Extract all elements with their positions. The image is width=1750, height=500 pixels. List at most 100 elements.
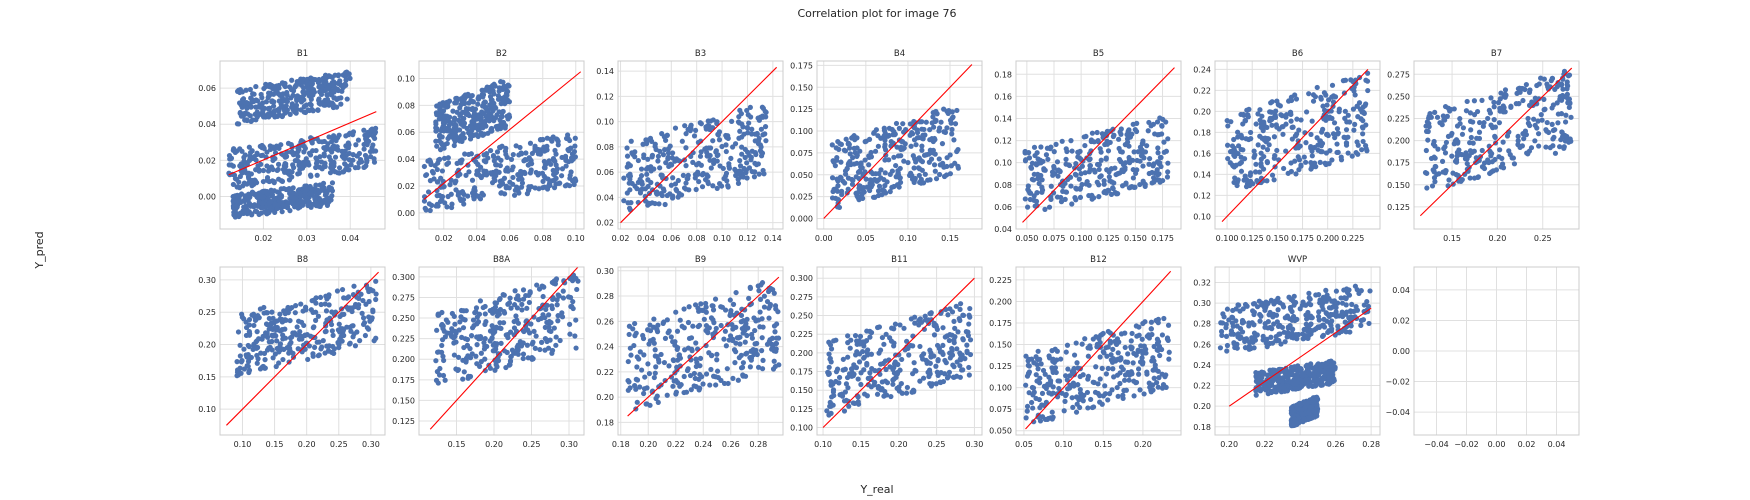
scatter-point xyxy=(1093,364,1099,370)
scatter-point xyxy=(1051,163,1057,170)
scatter-point xyxy=(951,137,957,143)
scatter-point xyxy=(496,125,502,131)
scatter-point xyxy=(513,143,519,149)
scatter-point xyxy=(433,203,439,209)
scatter-point xyxy=(681,389,687,396)
scatter-point xyxy=(953,303,959,309)
scatter-point xyxy=(574,286,580,293)
scatter-point xyxy=(929,120,935,126)
scatter-point xyxy=(573,345,579,351)
scatter-point xyxy=(341,152,347,158)
x-tick-label: 0.25 xyxy=(928,440,946,449)
scatter-point xyxy=(1122,344,1128,351)
scatter-point xyxy=(489,171,495,177)
scatter-point xyxy=(234,359,240,365)
scatter-point xyxy=(681,306,687,312)
y-tick-label: 0.10 xyxy=(397,74,415,83)
scatter-point xyxy=(665,330,671,336)
scatter-point xyxy=(445,103,451,110)
scatter-point xyxy=(850,155,856,161)
scatter-point xyxy=(1108,166,1114,172)
scatter-point xyxy=(1155,150,1161,156)
scatter-point xyxy=(276,108,282,114)
scatter-point xyxy=(1105,365,1111,372)
scatter-point xyxy=(526,187,532,193)
scatter-point xyxy=(683,145,689,151)
y-tick-label: 0.225 xyxy=(989,276,1012,285)
scatter-point xyxy=(274,113,281,120)
scatter-point xyxy=(1298,162,1304,168)
scatter-point xyxy=(633,376,639,382)
y-tick-label: 0.20 xyxy=(596,393,614,402)
scatter-point xyxy=(256,336,262,342)
scatter-point xyxy=(1096,194,1102,200)
scatter-point xyxy=(263,99,270,105)
scatter-point xyxy=(1069,395,1075,401)
scatter-point xyxy=(1264,147,1271,153)
scatter-point xyxy=(1538,112,1544,118)
scatter-point xyxy=(1070,404,1076,410)
scatter-point xyxy=(966,364,972,371)
scatter-point xyxy=(439,168,446,174)
x-tick-label: 0.175 xyxy=(1151,234,1174,243)
scatter-point xyxy=(1424,170,1430,176)
scatter-point xyxy=(254,328,260,335)
scatter-point xyxy=(1106,174,1112,180)
scatter-point xyxy=(510,174,516,181)
y-tick-label: 0.300 xyxy=(392,273,415,282)
scatter-point xyxy=(1047,380,1054,386)
scatter-point xyxy=(434,327,440,333)
scatter-point xyxy=(1238,111,1244,118)
figure-ylabel: Y_pred xyxy=(33,231,46,269)
scatter-point xyxy=(679,323,685,329)
scatter-point xyxy=(1321,90,1328,96)
scatter-point xyxy=(757,142,763,148)
scatter-point xyxy=(1260,166,1267,172)
scatter-point xyxy=(435,312,441,318)
scatter-point xyxy=(527,170,534,176)
scatter-point xyxy=(565,132,571,138)
scatter-point xyxy=(267,112,273,118)
scatter-point xyxy=(1288,118,1294,124)
scatter-point xyxy=(1325,97,1332,103)
x-tick-label: 0.18 xyxy=(612,440,630,449)
scatter-point xyxy=(696,322,703,328)
scatter-point xyxy=(638,166,645,172)
scatter-point xyxy=(280,332,286,338)
scatter-point xyxy=(773,306,779,312)
scatter-point xyxy=(1476,129,1483,135)
x-tick-label: 0.08 xyxy=(688,234,706,243)
x-tick-label: 0.100 xyxy=(1216,234,1239,243)
scatter-point xyxy=(942,357,948,364)
scatter-point xyxy=(490,330,496,337)
scatter-point xyxy=(308,173,314,179)
scatter-point xyxy=(493,162,499,168)
scatter-point xyxy=(627,162,633,169)
scatter-point xyxy=(546,158,552,164)
scatter-point xyxy=(737,128,743,134)
scatter-point xyxy=(863,138,869,144)
scatter-point xyxy=(343,133,349,139)
scatter-point xyxy=(941,164,947,170)
scatter-point xyxy=(269,193,275,199)
y-tick-label: 0.050 xyxy=(989,427,1012,436)
scatter-point xyxy=(759,150,766,156)
scatter-point xyxy=(936,156,942,162)
scatter-point xyxy=(235,329,242,335)
scatter-point xyxy=(528,161,535,167)
scatter-point xyxy=(1480,123,1486,129)
scatter-point xyxy=(1525,120,1532,126)
scatter-point xyxy=(1301,154,1307,160)
scatter-point xyxy=(275,161,282,167)
scatter-point xyxy=(888,338,895,344)
scatter-point xyxy=(1535,131,1542,137)
scatter-point xyxy=(297,160,304,166)
scatter-point xyxy=(867,177,874,183)
scatter-point xyxy=(1359,124,1365,130)
scatter-point xyxy=(288,95,294,101)
scatter-point xyxy=(1128,338,1134,344)
scatter-point xyxy=(700,381,706,387)
scatter-point xyxy=(701,316,707,322)
scatter-point xyxy=(1039,390,1046,396)
scatter-point xyxy=(513,313,519,319)
